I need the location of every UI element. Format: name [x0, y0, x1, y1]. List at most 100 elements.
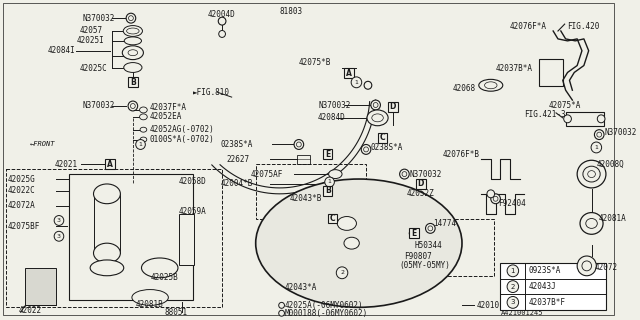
- Text: 42037B*A: 42037B*A: [495, 64, 532, 73]
- Text: 88051: 88051: [164, 308, 188, 317]
- Bar: [328, 213, 337, 223]
- Ellipse shape: [140, 107, 147, 113]
- Text: 42072: 42072: [595, 263, 618, 272]
- Text: A: A: [107, 160, 113, 169]
- Ellipse shape: [583, 166, 600, 182]
- Text: 14774: 14774: [433, 219, 456, 228]
- Circle shape: [597, 132, 602, 137]
- Ellipse shape: [328, 170, 342, 179]
- Ellipse shape: [140, 137, 147, 142]
- Text: 42004D: 42004D: [208, 10, 236, 19]
- Ellipse shape: [484, 82, 497, 89]
- Text: 42068: 42068: [452, 84, 476, 93]
- Text: 42010: 42010: [476, 301, 499, 310]
- Text: 3: 3: [511, 300, 515, 305]
- Bar: [297, 155, 310, 164]
- Ellipse shape: [367, 110, 388, 126]
- Ellipse shape: [577, 160, 606, 188]
- Bar: [409, 228, 419, 238]
- Bar: [416, 179, 426, 189]
- Text: C: C: [380, 133, 385, 142]
- Circle shape: [428, 226, 433, 231]
- Ellipse shape: [344, 237, 359, 249]
- Text: H50344: H50344: [414, 241, 442, 250]
- Text: 42021: 42021: [54, 160, 77, 169]
- Circle shape: [371, 100, 380, 110]
- Text: FIG.421-3: FIG.421-3: [524, 110, 566, 119]
- Bar: [128, 77, 138, 87]
- Bar: [105, 159, 115, 169]
- Text: 42043*A: 42043*A: [284, 283, 317, 292]
- Text: 42084D: 42084D: [318, 113, 346, 122]
- Bar: [179, 213, 195, 265]
- Circle shape: [54, 231, 64, 241]
- Bar: [284, 204, 347, 253]
- Circle shape: [294, 140, 303, 149]
- Circle shape: [507, 296, 518, 308]
- Circle shape: [54, 216, 64, 225]
- Circle shape: [507, 281, 518, 292]
- Circle shape: [129, 16, 133, 20]
- Text: 42075AF: 42075AF: [251, 170, 284, 179]
- Text: E: E: [325, 150, 330, 159]
- Ellipse shape: [124, 26, 143, 36]
- Ellipse shape: [93, 243, 120, 263]
- Text: B: B: [130, 78, 136, 87]
- Circle shape: [595, 130, 604, 140]
- Circle shape: [219, 30, 225, 37]
- Text: 1: 1: [595, 145, 598, 150]
- Text: 42072A: 42072A: [8, 201, 36, 210]
- Ellipse shape: [141, 258, 178, 278]
- Circle shape: [278, 310, 284, 316]
- Text: F92404: F92404: [499, 199, 526, 208]
- Bar: [6, 169, 222, 307]
- Ellipse shape: [124, 37, 141, 45]
- Text: 42052AG(-0702): 42052AG(-0702): [149, 125, 214, 134]
- Text: 0238S*A: 0238S*A: [220, 140, 253, 149]
- Text: 42004*B: 42004*B: [220, 180, 253, 188]
- Text: C: C: [330, 214, 335, 223]
- Text: D: D: [417, 180, 424, 188]
- Bar: [500, 263, 606, 310]
- Circle shape: [591, 142, 602, 153]
- Text: ←FRONT: ←FRONT: [30, 141, 56, 148]
- Ellipse shape: [122, 46, 143, 60]
- Text: N370032: N370032: [604, 128, 636, 137]
- Circle shape: [361, 145, 371, 154]
- Text: 42058D: 42058D: [179, 178, 207, 187]
- Text: 42025A(-06MY0602): 42025A(-06MY0602): [284, 301, 363, 310]
- Circle shape: [351, 77, 362, 88]
- Text: 1: 1: [355, 80, 358, 85]
- Circle shape: [128, 101, 138, 111]
- Text: 1: 1: [328, 180, 332, 185]
- Bar: [344, 68, 353, 78]
- Text: 42084I: 42084I: [47, 46, 75, 55]
- Text: 0923S*A: 0923S*A: [528, 266, 561, 275]
- Text: D: D: [390, 102, 396, 111]
- Text: 42043*B: 42043*B: [289, 194, 322, 203]
- Text: 42022C: 42022C: [8, 186, 36, 196]
- Circle shape: [126, 13, 136, 23]
- Ellipse shape: [128, 50, 138, 56]
- Ellipse shape: [132, 290, 168, 305]
- Ellipse shape: [372, 114, 383, 122]
- Text: 1: 1: [511, 268, 515, 274]
- Text: N370032: N370032: [83, 101, 115, 110]
- Bar: [323, 149, 332, 159]
- Ellipse shape: [256, 179, 462, 307]
- Text: FIG.420: FIG.420: [568, 21, 600, 31]
- Bar: [378, 133, 387, 142]
- Text: 42081A: 42081A: [598, 214, 626, 223]
- Circle shape: [487, 190, 495, 198]
- Circle shape: [582, 261, 591, 271]
- Circle shape: [136, 140, 145, 149]
- Text: B: B: [324, 186, 330, 196]
- Circle shape: [493, 196, 498, 201]
- Text: (05MY-05MY): (05MY-05MY): [399, 261, 451, 270]
- Text: 42059A: 42059A: [179, 207, 207, 216]
- Text: 42057: 42057: [80, 27, 103, 36]
- Ellipse shape: [409, 230, 419, 237]
- Circle shape: [278, 302, 284, 308]
- Text: A: A: [346, 69, 352, 78]
- Text: 42075*B: 42075*B: [299, 58, 332, 67]
